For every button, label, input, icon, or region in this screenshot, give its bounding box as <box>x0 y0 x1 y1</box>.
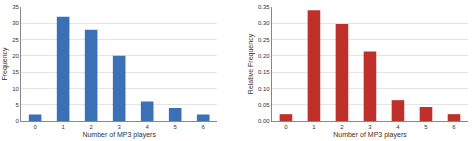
svg-text:1: 1 <box>312 124 316 130</box>
svg-text:3: 3 <box>117 124 121 130</box>
svg-text:6: 6 <box>452 124 456 130</box>
svg-text:30: 30 <box>12 20 19 26</box>
svg-text:0: 0 <box>33 124 37 130</box>
svg-text:15: 15 <box>12 69 19 75</box>
svg-text:0.20: 0.20 <box>258 53 270 59</box>
svg-text:0.30: 0.30 <box>258 20 270 26</box>
svg-text:Frequency: Frequency <box>1 47 9 81</box>
svg-text:0.35: 0.35 <box>258 4 270 10</box>
svg-text:5: 5 <box>174 124 178 130</box>
svg-text:4: 4 <box>396 124 400 130</box>
svg-text:0.25: 0.25 <box>258 37 270 43</box>
svg-text:1: 1 <box>61 124 65 130</box>
svg-text:Number of MP3 players: Number of MP3 players <box>82 131 156 139</box>
svg-text:Relative Frequency: Relative Frequency <box>247 33 255 94</box>
svg-text:0.05: 0.05 <box>258 102 270 108</box>
svg-text:2: 2 <box>89 124 93 130</box>
svg-text:2: 2 <box>340 124 344 130</box>
svg-text:3: 3 <box>368 124 372 130</box>
svg-text:6: 6 <box>202 124 206 130</box>
svg-text:0: 0 <box>16 118 20 124</box>
svg-text:0.00: 0.00 <box>258 118 270 124</box>
svg-text:0.10: 0.10 <box>258 86 270 92</box>
svg-text:10: 10 <box>12 86 19 92</box>
svg-text:0.15: 0.15 <box>258 69 270 75</box>
svg-text:5: 5 <box>16 102 20 108</box>
svg-text:0: 0 <box>284 124 288 130</box>
svg-text:Number of MP3 players: Number of MP3 players <box>333 131 407 139</box>
svg-text:20: 20 <box>12 53 19 59</box>
svg-text:4: 4 <box>145 124 149 130</box>
svg-text:35: 35 <box>12 4 19 10</box>
svg-text:5: 5 <box>424 124 428 130</box>
svg-text:25: 25 <box>12 37 19 43</box>
